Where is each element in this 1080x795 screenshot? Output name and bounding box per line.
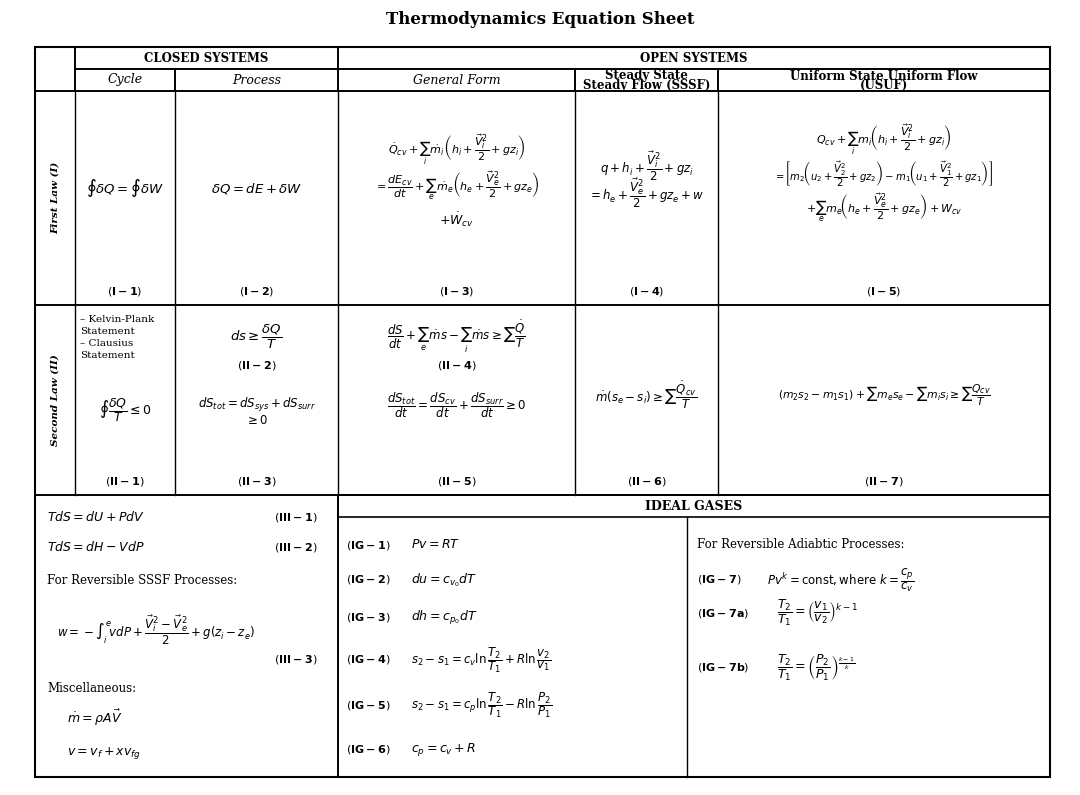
Text: $Pv^k = \mathrm{const, where}\ k = \dfrac{c_p}{c_v}$: $Pv^k = \mathrm{const, where}\ k = \dfra… <box>767 566 915 594</box>
Text: $\dfrac{T_2}{T_1} = \left(\dfrac{P_2}{P_1}\right)^{\frac{k-1}{k}}$: $\dfrac{T_2}{T_1} = \left(\dfrac{P_2}{P_… <box>777 653 855 683</box>
Text: $s_2 - s_1 = c_p \ln\dfrac{T_2}{T_1} - R\ln\dfrac{P_2}{P_1}$: $s_2 - s_1 = c_p \ln\dfrac{T_2}{T_1} - R… <box>411 690 552 720</box>
Bar <box>338 47 1050 69</box>
Text: $\dfrac{dS_{tot}}{dt} = \dfrac{dS_{cv}}{dt} + \dfrac{dS_{surr}}{dt} \geq 0$: $\dfrac{dS_{tot}}{dt} = \dfrac{dS_{cv}}{… <box>387 390 526 420</box>
Text: $\geq 0$: $\geq 0$ <box>245 413 268 426</box>
Text: $= h_e + \dfrac{\vec{V}_e^2}{2} + gz_e + w$: $= h_e + \dfrac{\vec{V}_e^2}{2} + gz_e +… <box>589 176 705 210</box>
Text: $(\mathbf{II - 2})$: $(\mathbf{II - 2})$ <box>237 359 276 371</box>
Bar <box>575 69 718 91</box>
Text: $\dot{m}(s_e - s_i) \geq \sum\dfrac{\dot{Q}_{cv}}{T}$: $\dot{m}(s_e - s_i) \geq \sum\dfrac{\dot… <box>595 379 698 411</box>
Text: Uniform State Uniform Flow: Uniform State Uniform Flow <box>791 69 977 83</box>
Text: Statement: Statement <box>80 327 135 335</box>
Bar <box>35 305 1050 495</box>
Text: $q + h_i + \dfrac{\vec{V}_i^2}{2} + gz_i$: $q + h_i + \dfrac{\vec{V}_i^2}{2} + gz_i… <box>599 149 693 183</box>
Text: $\dot{m} = \rho A\vec{V}$: $\dot{m} = \rho A\vec{V}$ <box>67 708 122 728</box>
Text: $(m_2s_2 - m_1s_1) + \sum m_e s_e - \sum m_i s_i \geq \sum\dfrac{Q_{cv}}{T}$: $(m_2s_2 - m_1s_1) + \sum m_e s_e - \sum… <box>778 382 990 408</box>
Text: $(\mathbf{III - 1})$: $(\mathbf{III - 1})$ <box>274 510 318 523</box>
Text: $= \!\left[m_2\!\left(u_2 + \dfrac{\vec{V}_2^2}{2} + gz_2\right) - m_1\!\left(u_: $= \!\left[m_2\!\left(u_2 + \dfrac{\vec{… <box>774 159 994 188</box>
Text: $\dot{Q}_{cv} + \sum_{i}\dot{m}_i\left(h_i + \dfrac{\vec{V}_i^2}{2} + gz_i\right: $\dot{Q}_{cv} + \sum_{i}\dot{m}_i\left(h… <box>388 133 525 167</box>
Text: Statement: Statement <box>80 351 135 359</box>
Text: $TdS = dH - VdP$: $TdS = dH - VdP$ <box>48 540 145 554</box>
Text: Process: Process <box>232 73 281 87</box>
Text: $= \dfrac{dE_{cv}}{dt} + \sum_{e}\dot{m}_e\left(h_e + \dfrac{\vec{V}_e^2}{2} + g: $= \dfrac{dE_{cv}}{dt} + \sum_{e}\dot{m}… <box>374 169 539 203</box>
Text: $c_p = c_v + R$: $c_p = c_v + R$ <box>411 742 476 758</box>
Text: $(\mathbf{II - 3})$: $(\mathbf{II - 3})$ <box>237 475 276 487</box>
Bar <box>718 69 1050 91</box>
Text: $(\mathbf{II - 7})$: $(\mathbf{II - 7})$ <box>864 475 904 487</box>
Text: Cycle: Cycle <box>107 73 143 87</box>
Bar <box>35 47 75 91</box>
Text: $(\mathbf{I - 2})$: $(\mathbf{I - 2})$ <box>239 285 274 297</box>
Bar <box>338 69 575 91</box>
Text: $(\mathbf{III - 2})$: $(\mathbf{III - 2})$ <box>274 541 318 553</box>
Text: Thermodynamics Equation Sheet: Thermodynamics Equation Sheet <box>386 11 694 29</box>
Text: $(\mathbf{II - 4})$: $(\mathbf{II - 4})$ <box>436 359 476 371</box>
Text: $TdS = dU + PdV$: $TdS = dU + PdV$ <box>48 510 145 524</box>
Text: $s_2 - s_1 = c_v \ln\dfrac{T_2}{T_1} + R\ln\dfrac{v_2}{v_1}$: $s_2 - s_1 = c_v \ln\dfrac{T_2}{T_1} + R… <box>411 645 552 675</box>
Text: $+\dot{W}_{cv}$: $+\dot{W}_{cv}$ <box>438 211 474 229</box>
Bar <box>175 69 338 91</box>
Text: For Reversible SSSF Processes:: For Reversible SSSF Processes: <box>48 573 238 587</box>
Text: $(\mathbf{IG - 7b})$: $(\mathbf{IG - 7b})$ <box>697 661 750 674</box>
Text: $Q_{cv} + \sum_{i}m_i\!\left(h_i + \dfrac{\vec{V}_i^2}{2} + gz_i\right)$: $Q_{cv} + \sum_{i}m_i\!\left(h_i + \dfra… <box>816 123 951 157</box>
Text: $\dfrac{dS}{dt} + \sum_{e}\dot{m}s - \sum_{i}\dot{m}s \geq \sum\dfrac{\dot{Q}}{T: $\dfrac{dS}{dt} + \sum_{e}\dot{m}s - \su… <box>387 319 526 355</box>
Text: $Pv = RT$: $Pv = RT$ <box>411 538 460 552</box>
Text: $(\mathbf{IG - 7})$: $(\mathbf{IG - 7})$ <box>697 573 741 587</box>
Text: $w = -\int_i^e\!vdP + \dfrac{\vec{V}_i^2 - \vec{V}_e^2}{2} + g(z_i - z_e)$: $w = -\int_i^e\!vdP + \dfrac{\vec{V}_i^2… <box>57 614 255 646</box>
Text: $(\mathbf{IG - 3})$: $(\mathbf{IG - 3})$ <box>346 611 391 625</box>
Text: (USUF): (USUF) <box>860 79 908 91</box>
Text: $(\mathbf{III - 3})$: $(\mathbf{III - 3})$ <box>274 653 318 666</box>
Text: $(\mathbf{IG - 6})$: $(\mathbf{IG - 6})$ <box>346 743 391 757</box>
Bar <box>35 91 1050 305</box>
Bar <box>338 495 1050 777</box>
Text: $ds \geq \dfrac{\delta Q}{T}$: $ds \geq \dfrac{\delta Q}{T}$ <box>230 323 283 351</box>
Text: $(\mathbf{IG - 2})$: $(\mathbf{IG - 2})$ <box>346 573 391 587</box>
Text: $\oint\dfrac{\delta Q}{T} \leq 0$: $\oint\dfrac{\delta Q}{T} \leq 0$ <box>98 396 151 424</box>
Text: Miscellaneous:: Miscellaneous: <box>48 681 136 695</box>
Text: First Law (I): First Law (I) <box>51 162 59 234</box>
Text: $+ \sum_{e}m_e\!\left(h_e + \dfrac{\vec{V}_e^2}{2} + gz_e\right) + W_{cv}$: $+ \sum_{e}m_e\!\left(h_e + \dfrac{\vec{… <box>806 192 962 224</box>
Text: $(\mathbf{II - 6})$: $(\mathbf{II - 6})$ <box>626 475 666 487</box>
Bar <box>75 47 338 69</box>
Text: $\oint \delta Q = \oint \delta W$: $\oint \delta Q = \oint \delta W$ <box>86 177 164 199</box>
Text: $dS_{tot} = dS_{sys} + dS_{surr}$: $dS_{tot} = dS_{sys} + dS_{surr}$ <box>198 396 315 414</box>
Text: Steady Flow (SSSF): Steady Flow (SSSF) <box>583 79 711 91</box>
Text: Steady State: Steady State <box>605 69 688 83</box>
Text: $(\mathbf{I - 4})$: $(\mathbf{I - 4})$ <box>629 285 664 297</box>
Text: $(\mathbf{IG - 5})$: $(\mathbf{IG - 5})$ <box>346 699 391 712</box>
Text: $(\mathbf{IG - 7a})$: $(\mathbf{IG - 7a})$ <box>697 607 748 619</box>
Text: $(\mathbf{II - 1})$: $(\mathbf{II - 1})$ <box>105 475 145 487</box>
Text: $(\mathbf{I - 1})$: $(\mathbf{I - 1})$ <box>107 285 143 297</box>
Bar <box>35 495 338 777</box>
Text: Second Law (II): Second Law (II) <box>51 354 59 446</box>
Text: $(\mathbf{IG - 4})$: $(\mathbf{IG - 4})$ <box>346 653 391 666</box>
Text: $dh = c_{p_0}dT$: $dh = c_{p_0}dT$ <box>411 609 477 627</box>
Text: $\delta Q = dE + \delta W$: $\delta Q = dE + \delta W$ <box>211 180 302 196</box>
Bar <box>75 69 175 91</box>
Text: $\dfrac{T_2}{T_1} = \left(\dfrac{v_1}{v_2}\right)^{k-1}$: $\dfrac{T_2}{T_1} = \left(\dfrac{v_1}{v_… <box>777 598 858 628</box>
Text: $(\mathbf{I - 3})$: $(\mathbf{I - 3})$ <box>438 285 474 297</box>
Text: $(\mathbf{IG - 1})$: $(\mathbf{IG - 1})$ <box>346 538 391 552</box>
Text: – Kelvin-Plank: – Kelvin-Plank <box>80 316 154 324</box>
Text: $(\mathbf{II - 5})$: $(\mathbf{II - 5})$ <box>436 475 476 487</box>
Text: $du = c_{v_0}dT$: $du = c_{v_0}dT$ <box>411 572 477 589</box>
Text: CLOSED SYSTEMS: CLOSED SYSTEMS <box>145 52 269 64</box>
Text: General Form: General Form <box>413 73 500 87</box>
Bar <box>338 495 1050 517</box>
Text: OPEN SYSTEMS: OPEN SYSTEMS <box>640 52 747 64</box>
Text: $v = v_f + xv_{fg}$: $v = v_f + xv_{fg}$ <box>67 745 141 761</box>
Text: $(\mathbf{I - 5})$: $(\mathbf{I - 5})$ <box>866 285 902 297</box>
Text: For Reversible Adiabtic Processes:: For Reversible Adiabtic Processes: <box>697 538 904 552</box>
Text: IDEAL GASES: IDEAL GASES <box>646 499 743 513</box>
Text: – Clausius: – Clausius <box>80 339 133 348</box>
